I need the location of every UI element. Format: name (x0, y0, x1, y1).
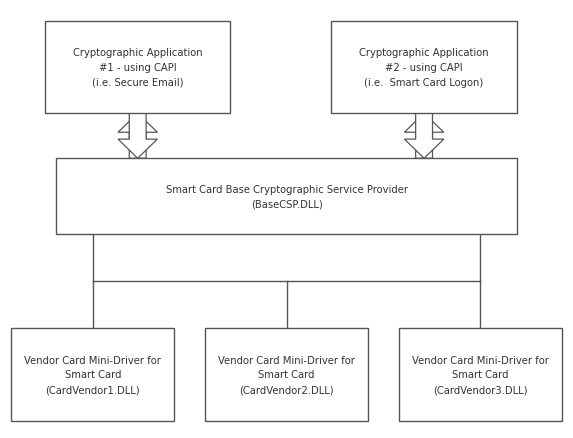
Text: Smart Card Base Cryptographic Service Provider
(BaseCSP.DLL): Smart Card Base Cryptographic Service Pr… (166, 184, 407, 209)
Polygon shape (405, 114, 444, 159)
Text: Vendor Card Mini-Driver for
Smart Card
(CardVendor2.DLL): Vendor Card Mini-Driver for Smart Card (… (218, 355, 355, 394)
FancyBboxPatch shape (56, 159, 517, 234)
FancyBboxPatch shape (11, 328, 174, 421)
Polygon shape (405, 114, 444, 159)
FancyBboxPatch shape (205, 328, 368, 421)
Polygon shape (118, 114, 158, 159)
Text: Vendor Card Mini-Driver for
Smart Card
(CardVendor3.DLL): Vendor Card Mini-Driver for Smart Card (… (412, 355, 549, 394)
Polygon shape (118, 114, 158, 159)
Text: Vendor Card Mini-Driver for
Smart Card
(CardVendor1.DLL): Vendor Card Mini-Driver for Smart Card (… (24, 355, 161, 394)
FancyBboxPatch shape (331, 21, 517, 114)
FancyBboxPatch shape (45, 21, 230, 114)
FancyBboxPatch shape (399, 328, 562, 421)
Text: Cryptographic Application
#2 - using CAPI
(i.e.  Smart Card Logon): Cryptographic Application #2 - using CAP… (359, 48, 489, 88)
Text: Cryptographic Application
#1 - using CAPI
(i.e. Secure Email): Cryptographic Application #1 - using CAP… (73, 48, 202, 88)
